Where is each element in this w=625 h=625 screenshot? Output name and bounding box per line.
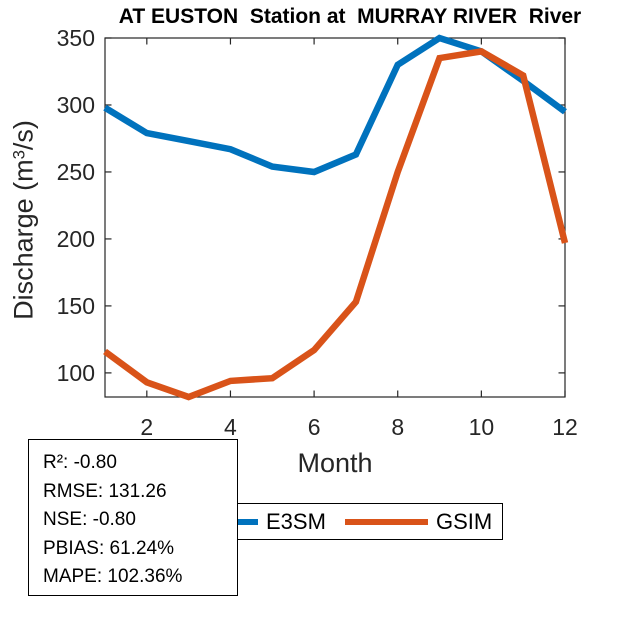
legend-label-e3sm: E3SM xyxy=(266,508,326,534)
y-tick-label: 250 xyxy=(57,159,95,185)
x-tick-label: 12 xyxy=(552,414,578,440)
y-tick-label: 350 xyxy=(57,25,95,51)
chart-title: AT EUSTON Station at MURRAY RIVER River xyxy=(118,5,582,28)
x-tick-label: 4 xyxy=(224,414,237,440)
stat-rmse: RMSE: 131.26 xyxy=(43,480,167,502)
y-tick-label: 200 xyxy=(57,226,95,252)
x-tick-label: 2 xyxy=(140,414,153,440)
y-axis-label-unit: /s) xyxy=(8,120,39,151)
y-tick-label: 150 xyxy=(57,293,95,319)
x-tick-label: 10 xyxy=(469,414,495,440)
stat-mape: MAPE: 102.36% xyxy=(43,566,183,587)
y-axis-label: Discharge (m3/s) xyxy=(9,120,40,320)
legend-label-gsim: GSIM xyxy=(436,508,493,534)
stats-box: R²: -0.80 RMSE: 131.26 NSE: -0.80 PBIAS:… xyxy=(28,439,238,596)
x-axis-label: Month xyxy=(297,448,373,478)
stat-nse: NSE: -0.80 xyxy=(43,509,136,530)
axis-box xyxy=(104,37,566,398)
y-tick-label: 100 xyxy=(57,360,95,386)
y-axis-label-text: Discharge (m xyxy=(8,159,39,320)
gsim-line xyxy=(103,48,569,401)
gsim-line-swatch xyxy=(345,518,428,525)
x-tick-label: 6 xyxy=(308,414,321,440)
x-tick-label: 8 xyxy=(391,414,404,440)
y-tick-label: 300 xyxy=(57,92,95,118)
y-axis-label-superscript: 3 xyxy=(9,150,29,160)
stat-r2: R²: -0.80 xyxy=(43,452,117,473)
stat-pbias: PBIAS: 61.24% xyxy=(43,537,174,559)
